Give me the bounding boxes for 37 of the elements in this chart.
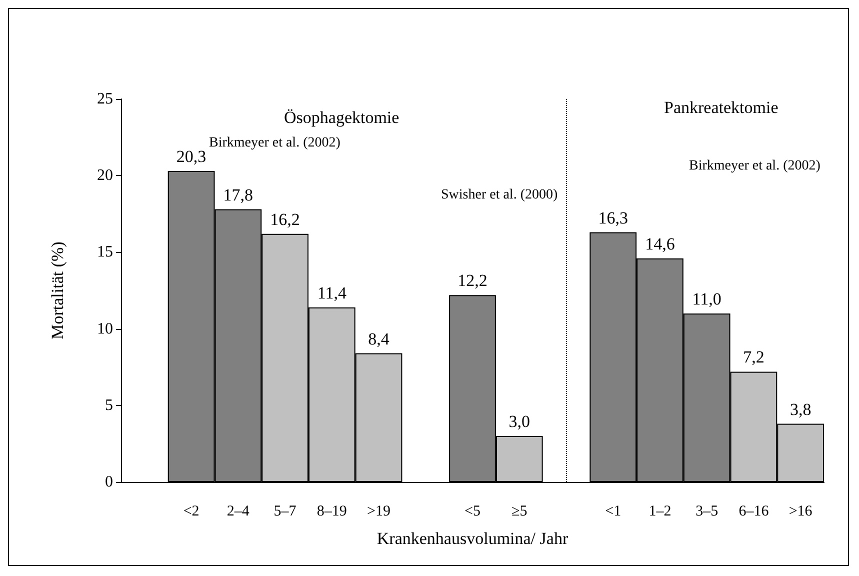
x-tick-label: 8–19: [316, 504, 347, 520]
x-tick-label: <2: [183, 504, 200, 520]
annotation: Pankreatektomie: [664, 98, 778, 117]
data-label: 16,2: [270, 210, 300, 229]
annotation: Birkmeyer et al. (2002): [689, 158, 821, 174]
data-label: 20,3: [176, 147, 206, 166]
data-label: 11,0: [692, 289, 722, 308]
x-tick-label: 1–2: [648, 504, 672, 520]
x-tick-label: <5: [464, 504, 480, 520]
y-tick-label: 10: [97, 320, 113, 338]
y-tick-label: 20: [97, 167, 113, 184]
y-tick-label: 5: [105, 396, 113, 414]
data-label: 11,4: [317, 283, 347, 302]
data-label: 7,2: [743, 348, 764, 367]
y-tick-label: 15: [97, 244, 113, 261]
data-label: 12,2: [458, 271, 488, 290]
annotation: Ösophagektomie: [284, 108, 400, 127]
x-tick-label: ≥5: [512, 504, 528, 520]
data-label: 3,8: [790, 400, 812, 419]
x-tick-label: 2–4: [226, 504, 250, 520]
y-tick-label: 0: [105, 474, 113, 490]
data-label: 8,4: [368, 329, 390, 348]
y-axis-title: Mortalität (%): [48, 242, 67, 340]
x-tick-label: >16: [788, 504, 813, 520]
x-tick-label: >19: [367, 504, 390, 520]
x-tick-label: 5–7: [274, 504, 297, 520]
annotation: Swisher et al. (2000): [441, 188, 558, 202]
data-label: 14,6: [645, 234, 675, 254]
y-tick-label: 25: [97, 90, 113, 108]
data-label: 17,8: [223, 185, 254, 204]
data-label: 3,0: [508, 412, 530, 432]
x-tick-label: <1: [605, 504, 622, 520]
x-tick-label: 6–16: [738, 504, 770, 520]
data-label: 16,3: [598, 208, 628, 228]
annotation: Birkmeyer et al. (2002): [209, 136, 341, 150]
x-axis-title: Krankenhausvolumina/ Jahr: [376, 529, 568, 548]
x-tick-label: 3–5: [696, 504, 718, 520]
